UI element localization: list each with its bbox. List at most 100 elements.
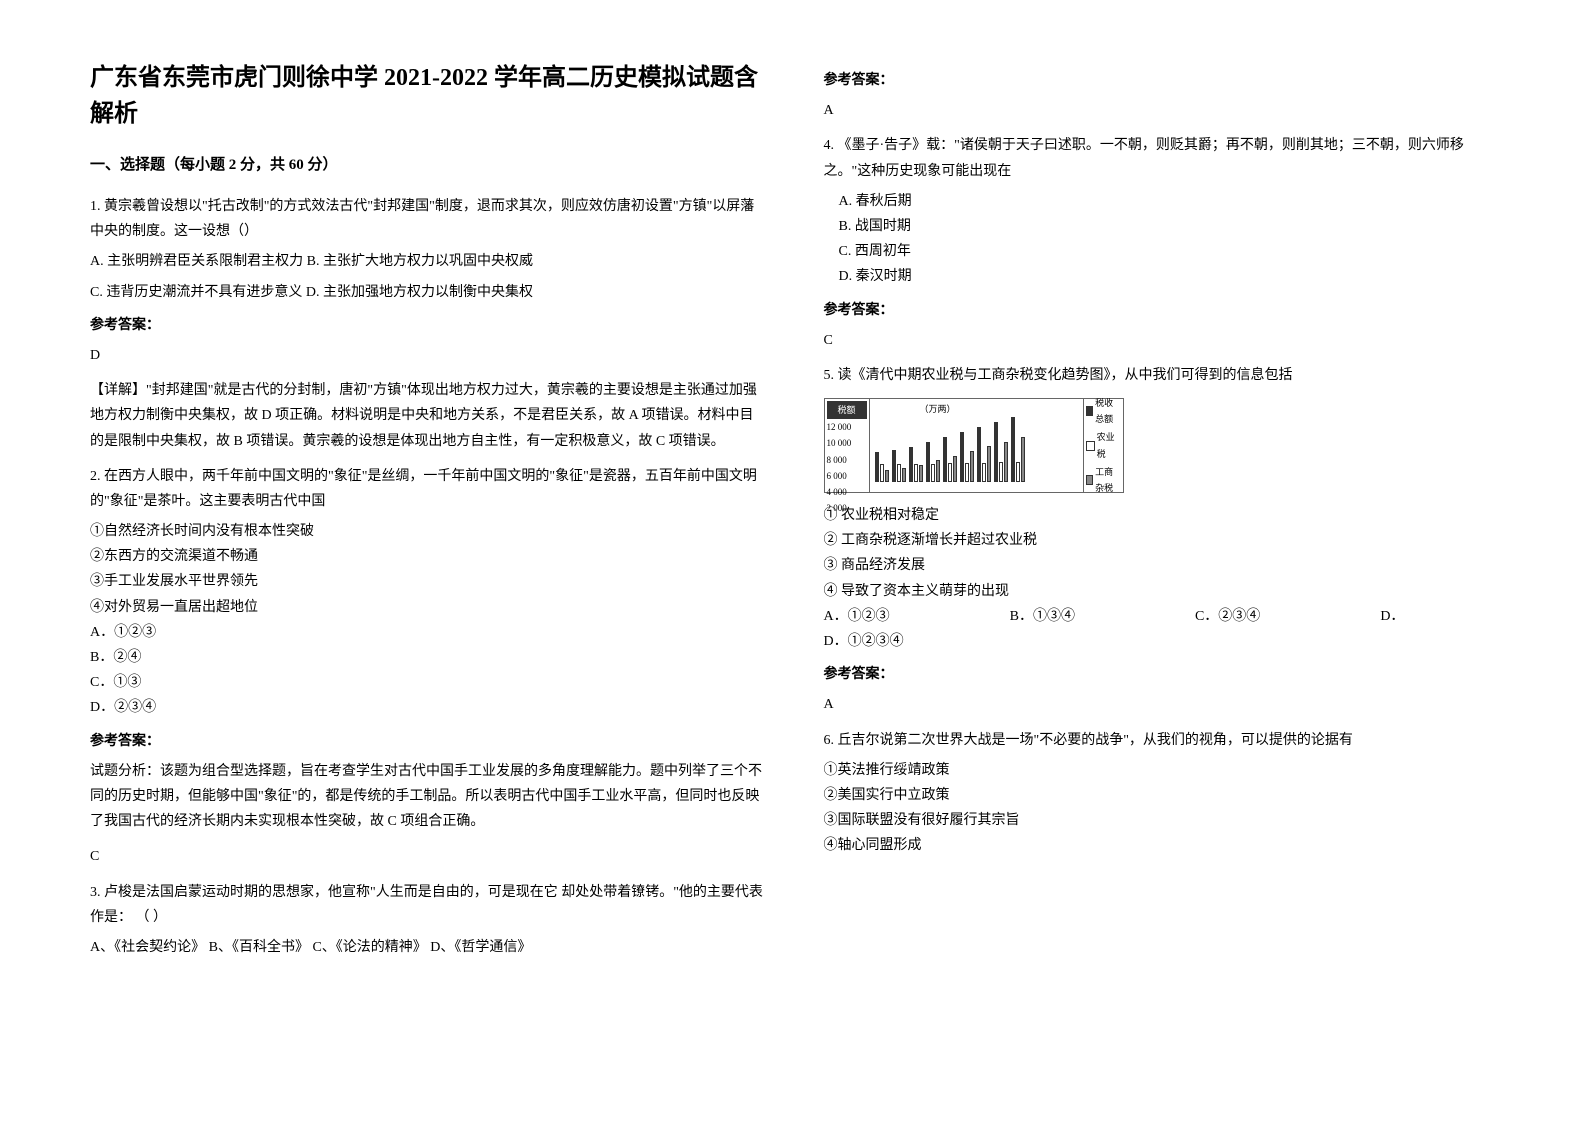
- question-4: 4. 《墨子·告子》载："诸侯朝于天子曰述职。一不朝，则贬其爵；再不朝，则削其地…: [824, 133, 1498, 353]
- q2-stmt4: ④对外贸易一直居出超地位: [90, 595, 764, 620]
- chart-legend: 税收总额 农业税 工商杂税: [1083, 399, 1123, 492]
- q4-answer-label: 参考答案：: [824, 298, 1498, 323]
- bar: [970, 451, 974, 482]
- bar-group: [892, 450, 906, 482]
- q6-text: 6. 丘吉尔说第二次世界大战是一场"不必要的战争"，从我们的视角，可以提供的论据…: [824, 728, 1498, 753]
- q4-answer: C: [824, 328, 1498, 353]
- q5-answer: A: [824, 692, 1498, 717]
- q6-stmt3: ③国际联盟没有很好履行其宗旨: [824, 808, 1498, 833]
- q6-stmt1: ①英法推行绥靖政策: [824, 758, 1498, 783]
- q2-opt-d: D．②③④: [90, 695, 764, 720]
- q3-text: 3. 卢梭是法国启蒙运动时期的思想家，他宣称"人生而是自由的，可是现在它 却处处…: [90, 880, 764, 930]
- q2-stmt1: ①自然经济长时间内没有根本性突破: [90, 519, 764, 544]
- q6-stmt2: ②美国实行中立政策: [824, 783, 1498, 808]
- bar: [982, 463, 986, 482]
- q2-stmt2: ②东西方的交流渠道不畅通: [90, 544, 764, 569]
- chart-bars: [875, 412, 1078, 482]
- q3-options: A、《社会契约论》 B、《百科全书》 C、《论法的精神》 D、《哲学通信》: [90, 935, 764, 960]
- q2-answer: C: [90, 844, 764, 869]
- ytick: 2 000: [827, 500, 867, 516]
- bar: [926, 442, 930, 482]
- bar: [875, 452, 879, 482]
- q1-text: 1. 黄宗羲曾设想以"托古改制"的方式效法古代"封邦建国"制度，退而求其次，则应…: [90, 194, 764, 244]
- q5-opt-d-prefix: D．: [1380, 604, 1404, 629]
- q5-text: 5. 读《清代中期农业税与工商杂税变化趋势图》，从中我们可得到的信息包括: [824, 363, 1498, 388]
- bar: [931, 464, 935, 482]
- q5-answer-label: 参考答案：: [824, 662, 1498, 687]
- bar: [977, 427, 981, 482]
- right-column: 参考答案： A 4. 《墨子·告子》载："诸侯朝于天子曰述职。一不朝，则贬其爵；…: [824, 60, 1498, 1062]
- q1-answer-label: 参考答案：: [90, 313, 764, 338]
- q3-answer-label: 参考答案：: [824, 68, 1498, 93]
- bar: [909, 447, 913, 482]
- bar: [953, 456, 957, 482]
- bar: [897, 464, 901, 482]
- legend-label: 工商杂税: [1095, 464, 1120, 496]
- bar: [1011, 417, 1015, 482]
- q5-opt-a: A．①②③: [824, 604, 890, 629]
- bar: [943, 437, 947, 482]
- legend-label: 农业税: [1097, 429, 1121, 461]
- question-2: 2. 在西方人眼中，两千年前中国文明的"象征"是丝绸，一千年前中国文明的"象征"…: [90, 464, 764, 870]
- q4-opt-a: A. 春秋后期: [824, 189, 1498, 214]
- bar-group: [1011, 417, 1025, 482]
- legend-box-total: [1086, 406, 1094, 416]
- ytick: 10 000: [827, 435, 867, 451]
- question-3: 3. 卢梭是法国启蒙运动时期的思想家，他宣称"人生而是自由的，可是现在它 却处处…: [90, 880, 764, 961]
- legend-label: 税收总额: [1095, 395, 1120, 427]
- bar-group: [926, 442, 940, 482]
- bar: [880, 464, 884, 482]
- bar: [987, 446, 991, 482]
- q2-opt-b: B．②④: [90, 645, 764, 670]
- q1-explain: 【详解】"封邦建国"就是古代的分封制，唐初"方镇"体现出地方权力过大，黄宗羲的主…: [90, 378, 764, 454]
- bar: [936, 460, 940, 482]
- bar: [960, 432, 964, 482]
- q5-opt-c: C．②③④: [1195, 604, 1260, 629]
- chart-plot: （万两）: [870, 399, 1083, 492]
- q2-explain: 试题分析：该题为组合型选择题，旨在考查学生对古代中国手工业发展的多角度理解能力。…: [90, 759, 764, 835]
- q5-stmt2: ② 工商杂税逐渐增长并超过农业税: [824, 528, 1498, 553]
- bar: [994, 422, 998, 482]
- q1-answer: D: [90, 343, 764, 368]
- ytick: 8 000: [827, 452, 867, 468]
- bar: [1004, 442, 1008, 482]
- q1-options-row2: C. 违背历史潮流并不具有进步意义 D. 主张加强地方权力以制衡中央集权: [90, 280, 764, 305]
- question-1: 1. 黄宗羲曾设想以"托古改制"的方式效法古代"封邦建国"制度，退而求其次，则应…: [90, 194, 764, 454]
- bar: [999, 462, 1003, 482]
- q5-options-row: A．①②③ B．①③④ C．②③④ D．: [824, 604, 1498, 629]
- bar: [892, 450, 896, 482]
- question-6: 6. 丘吉尔说第二次世界大战是一场"不必要的战争"，从我们的视角，可以提供的论据…: [824, 728, 1498, 859]
- bar-group: [875, 452, 889, 482]
- q2-opt-a: A．①②③: [90, 620, 764, 645]
- legend-item: 农业税: [1086, 429, 1121, 461]
- bar: [965, 463, 969, 482]
- q2-text: 2. 在西方人眼中，两千年前中国文明的"象征"是丝绸，一千年前中国文明的"象征"…: [90, 464, 764, 514]
- bar-group: [977, 427, 991, 482]
- bar: [914, 464, 918, 482]
- bar-group: [994, 422, 1008, 482]
- q2-stmt3: ③手工业发展水平世界领先: [90, 569, 764, 594]
- bar: [948, 463, 952, 482]
- q6-stmt4: ④轴心同盟形成: [824, 833, 1498, 858]
- q4-opt-c: C. 西周初年: [824, 239, 1498, 264]
- page-container: 广东省东莞市虎门则徐中学 2021-2022 学年高二历史模拟试题含解析 一、选…: [90, 60, 1497, 1062]
- legend-item: 税收总额: [1086, 395, 1121, 427]
- bar: [1016, 462, 1020, 482]
- bar: [885, 470, 889, 482]
- q5-opt-d: D．①②③④: [824, 629, 1498, 654]
- document-title: 广东省东莞市虎门则徐中学 2021-2022 学年高二历史模拟试题含解析: [90, 60, 764, 132]
- q4-opt-d: D. 秦汉时期: [824, 264, 1498, 289]
- bar: [902, 468, 906, 482]
- q5-stmt1: ① 农业税相对稳定: [824, 503, 1498, 528]
- ytick: 12 000: [827, 419, 867, 435]
- bar-group: [909, 447, 923, 482]
- left-column: 广东省东莞市虎门则徐中学 2021-2022 学年高二历史模拟试题含解析 一、选…: [90, 60, 764, 1062]
- q5-stmt4: ④ 导致了资本主义萌芽的出现: [824, 579, 1498, 604]
- bar: [919, 465, 923, 482]
- legend-item: 工商杂税: [1086, 464, 1121, 496]
- section-header: 一、选择题（每小题 2 分，共 60 分）: [90, 152, 764, 179]
- bar-group: [943, 437, 957, 482]
- q1-options-row1: A. 主张明辨君臣关系限制君主权力 B. 主张扩大地方权力以巩固中央权威: [90, 249, 764, 274]
- q4-opt-b: B. 战国时期: [824, 214, 1498, 239]
- chart-yaxis: 税额 12 000 10 000 8 000 6 000 4 000 2 000: [825, 399, 870, 492]
